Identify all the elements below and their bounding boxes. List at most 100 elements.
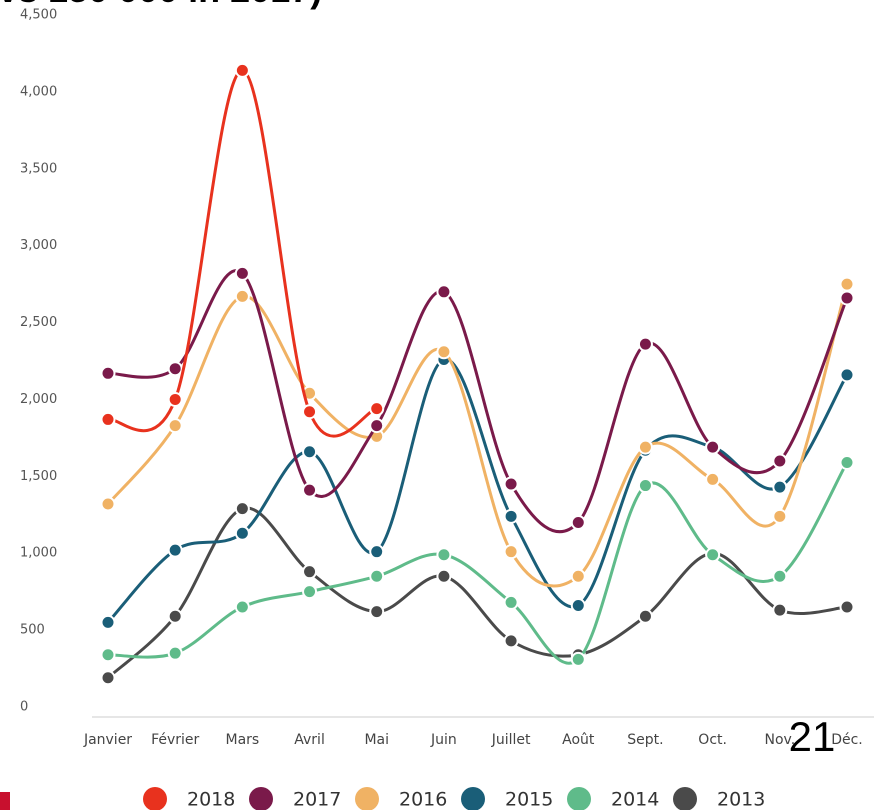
data-point: [100, 411, 116, 427]
data-point: [772, 508, 788, 524]
legend-label: 2016: [399, 789, 447, 810]
data-point: [234, 525, 250, 541]
y-tick-label: 1,000: [20, 546, 57, 561]
data-point: [839, 454, 855, 470]
y-tick-label: 1,500: [20, 469, 57, 484]
data-point: [503, 544, 519, 560]
x-tick-label: Août: [562, 732, 595, 748]
data-point: [705, 439, 721, 455]
x-tick-label: Déc.: [831, 732, 863, 748]
chart-title: vs 150 000 in 2017): [0, 0, 322, 10]
data-point: [302, 482, 318, 498]
series-line: [106, 506, 848, 679]
data-point: [167, 645, 183, 661]
data-point: [100, 647, 116, 663]
data-point: [503, 508, 519, 524]
data-point: [302, 564, 318, 580]
y-tick-label: 500: [20, 623, 45, 638]
x-tick-label: Mars: [226, 732, 260, 748]
data-point: [234, 501, 250, 517]
data-point: [369, 401, 385, 417]
legend-label: 2013: [717, 789, 765, 810]
series-line: [106, 357, 849, 624]
data-point: [167, 542, 183, 558]
x-tick-label: Janvier: [83, 732, 132, 748]
y-tick-label: 0: [20, 700, 28, 715]
x-tick-label: Juillet: [491, 732, 531, 748]
legend-label: 2017: [293, 789, 341, 810]
data-point: [839, 276, 855, 292]
data-point: [503, 633, 519, 649]
y-tick-label: 4,000: [20, 84, 57, 99]
data-point: [302, 584, 318, 600]
plot: [100, 62, 855, 686]
y-tick-label: 2,000: [20, 392, 57, 407]
legend-label: 2015: [505, 789, 553, 810]
legend-marker: [143, 787, 167, 810]
data-point: [570, 514, 586, 530]
data-point: [772, 453, 788, 469]
y-tick-label: 3,000: [20, 238, 57, 253]
data-point: [100, 496, 116, 512]
data-point: [234, 288, 250, 304]
data-point: [570, 568, 586, 584]
data-point: [234, 62, 250, 78]
legend-marker: [355, 787, 379, 810]
x-tick-label: Sept.: [627, 732, 663, 748]
series-line: [107, 269, 849, 534]
data-point: [637, 478, 653, 494]
x-tick-label: Nov.: [764, 732, 795, 748]
data-point: [772, 602, 788, 618]
x-tick-label: Oct.: [698, 732, 727, 748]
data-point: [369, 544, 385, 560]
data-point: [100, 670, 116, 686]
data-point: [637, 336, 653, 352]
data-point: [436, 284, 452, 300]
data-point: [839, 367, 855, 383]
data-point: [436, 344, 452, 360]
data-point: [637, 439, 653, 455]
series-line: [107, 68, 378, 438]
data-point: [100, 365, 116, 381]
x-tick-label: Juin: [430, 732, 457, 748]
data-point: [839, 290, 855, 306]
x-tick-label: Avril: [294, 732, 325, 748]
data-point: [167, 608, 183, 624]
page-number: 21: [789, 713, 836, 760]
x-tick-label: Février: [151, 732, 199, 748]
data-point: [302, 404, 318, 420]
x-tick-label: Mai: [364, 732, 389, 748]
y-tick-label: 3,500: [20, 161, 57, 176]
data-point: [637, 608, 653, 624]
data-point: [369, 568, 385, 584]
data-point: [167, 361, 183, 377]
data-point: [167, 418, 183, 434]
legend-marker: [249, 787, 273, 810]
data-point: [167, 391, 183, 407]
data-point: [772, 479, 788, 495]
data-point: [369, 418, 385, 434]
series-line: [107, 461, 849, 665]
data-point: [570, 598, 586, 614]
data-point: [503, 594, 519, 610]
data-point: [772, 568, 788, 584]
data-point: [100, 614, 116, 630]
data-point: [839, 599, 855, 615]
legend-marker: [567, 787, 591, 810]
legend-marker: [673, 787, 697, 810]
legend-label: 2014: [611, 789, 659, 810]
y-tick-label: 4,500: [20, 8, 57, 23]
data-point: [503, 476, 519, 492]
data-point: [436, 547, 452, 563]
data-point: [369, 604, 385, 620]
data-point: [234, 599, 250, 615]
legend-label: 2018: [187, 789, 235, 810]
y-tick-label: 2,500: [20, 315, 57, 330]
data-point: [436, 568, 452, 584]
data-point: [570, 651, 586, 667]
data-point: [705, 471, 721, 487]
decor-square: [0, 792, 10, 810]
data-point: [302, 444, 318, 460]
legend-marker: [461, 787, 485, 810]
